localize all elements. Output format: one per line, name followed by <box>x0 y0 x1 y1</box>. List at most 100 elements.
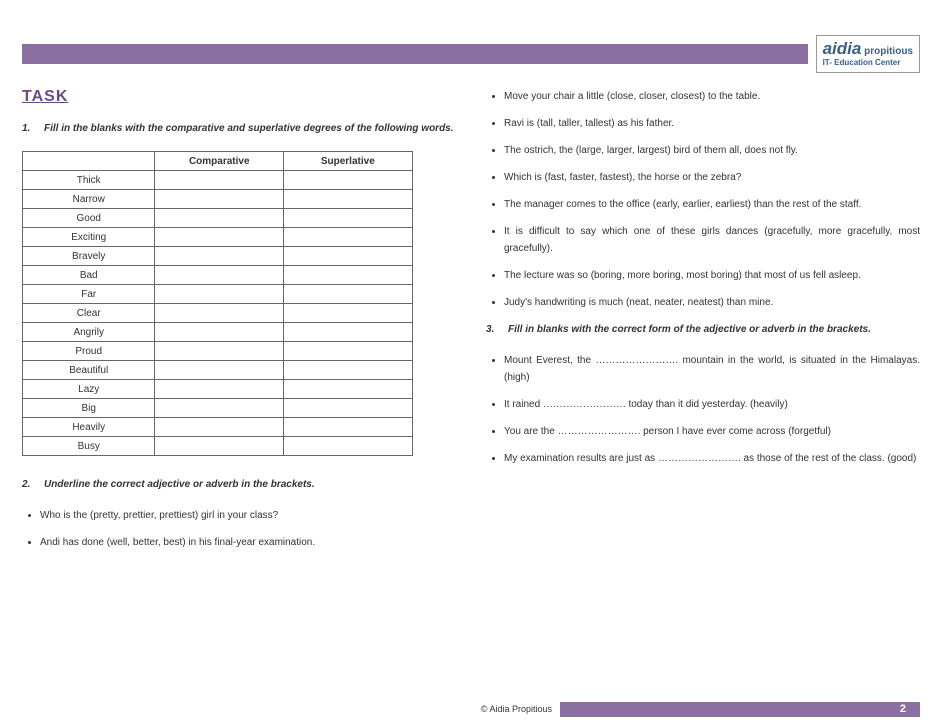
q2-instruction: 2. Underline the correct adjective or ad… <box>22 476 456 493</box>
footer-bar: 2 <box>560 702 920 717</box>
table-row: Beautiful <box>23 361 413 380</box>
q2-num: 2. <box>22 476 44 493</box>
table-row: Narrow <box>23 190 413 209</box>
comparative-cell[interactable] <box>155 342 284 361</box>
word-cell: Big <box>23 399 155 418</box>
q2-list-left: Who is the (pretty, prettier, prettiest)… <box>22 507 456 551</box>
table-row: Thick <box>23 171 413 190</box>
q1-table: Comparative Superlative ThickNarrowGoodE… <box>22 151 413 456</box>
list-item: Which is (fast, faster, fastest), the ho… <box>504 169 920 186</box>
table-row: Lazy <box>23 380 413 399</box>
word-cell: Far <box>23 285 155 304</box>
q3-num: 3. <box>486 321 508 338</box>
list-item: You are the ……………………. person I have ever… <box>504 423 920 440</box>
col-blank <box>23 152 155 171</box>
col-superlative: Superlative <box>284 152 413 171</box>
comparative-cell[interactable] <box>155 437 284 456</box>
word-cell: Thick <box>23 171 155 190</box>
table-row: Heavily <box>23 418 413 437</box>
table-row: Exciting <box>23 228 413 247</box>
superlative-cell[interactable] <box>284 304 413 323</box>
q3-text: Fill in blanks with the correct form of … <box>508 321 920 338</box>
table-row: Bravely <box>23 247 413 266</box>
list-item: The manager comes to the office (early, … <box>504 196 920 213</box>
superlative-cell[interactable] <box>284 342 413 361</box>
left-column: TASK 1. Fill in the blanks with the comp… <box>22 88 456 696</box>
q1-instruction: 1. Fill in the blanks with the comparati… <box>22 120 456 137</box>
q3-instruction: 3. Fill in blanks with the correct form … <box>486 321 920 338</box>
word-cell: Beautiful <box>23 361 155 380</box>
col-comparative: Comparative <box>155 152 284 171</box>
content: TASK 1. Fill in the blanks with the comp… <box>22 88 920 696</box>
superlative-cell[interactable] <box>284 323 413 342</box>
q1-text: Fill in the blanks with the comparative … <box>44 120 456 137</box>
word-cell: Angrily <box>23 323 155 342</box>
superlative-cell[interactable] <box>284 285 413 304</box>
list-item: My examination results are just as ……………… <box>504 450 920 467</box>
comparative-cell[interactable] <box>155 228 284 247</box>
word-cell: Bravely <box>23 247 155 266</box>
table-row: Busy <box>23 437 413 456</box>
word-cell: Good <box>23 209 155 228</box>
logo-brand: aidia <box>823 39 862 58</box>
list-item: Ravi is (tall, taller, tallest) as his f… <box>504 115 920 132</box>
comparative-cell[interactable] <box>155 266 284 285</box>
list-item: Andi has done (well, better, best) in hi… <box>40 534 456 551</box>
table-row: Big <box>23 399 413 418</box>
superlative-cell[interactable] <box>284 437 413 456</box>
superlative-cell[interactable] <box>284 361 413 380</box>
word-cell: Clear <box>23 304 155 323</box>
word-cell: Proud <box>23 342 155 361</box>
list-item: It is difficult to say which one of thes… <box>504 223 920 257</box>
comparative-cell[interactable] <box>155 171 284 190</box>
superlative-cell[interactable] <box>284 418 413 437</box>
logo: aidia propitious IT- Education Center <box>816 35 920 73</box>
list-item: Judy's handwriting is much (neat, neater… <box>504 294 920 311</box>
comparative-cell[interactable] <box>155 399 284 418</box>
comparative-cell[interactable] <box>155 418 284 437</box>
q1-num: 1. <box>22 120 44 137</box>
q3-list: Mount Everest, the ……………………. mountain in… <box>486 352 920 467</box>
word-cell: Busy <box>23 437 155 456</box>
superlative-cell[interactable] <box>284 190 413 209</box>
superlative-cell[interactable] <box>284 228 413 247</box>
task-heading: TASK <box>22 88 456 106</box>
page-number: 2 <box>900 703 906 715</box>
list-item: The lecture was so (boring, more boring,… <box>504 267 920 284</box>
comparative-cell[interactable] <box>155 285 284 304</box>
word-cell: Bad <box>23 266 155 285</box>
comparative-cell[interactable] <box>155 247 284 266</box>
comparative-cell[interactable] <box>155 323 284 342</box>
comparative-cell[interactable] <box>155 190 284 209</box>
table-row: Bad <box>23 266 413 285</box>
table-row: Good <box>23 209 413 228</box>
superlative-cell[interactable] <box>284 247 413 266</box>
superlative-cell[interactable] <box>284 171 413 190</box>
superlative-cell[interactable] <box>284 380 413 399</box>
list-item: The ostrich, the (large, larger, largest… <box>504 142 920 159</box>
word-cell: Lazy <box>23 380 155 399</box>
superlative-cell[interactable] <box>284 209 413 228</box>
superlative-cell[interactable] <box>284 266 413 285</box>
comparative-cell[interactable] <box>155 361 284 380</box>
list-item: Move your chair a little (close, closer,… <box>504 88 920 105</box>
word-cell: Heavily <box>23 418 155 437</box>
list-item: Mount Everest, the ……………………. mountain in… <box>504 352 920 386</box>
footer-copyright: © Aidia Propitious <box>481 704 552 714</box>
right-column: Move your chair a little (close, closer,… <box>486 88 920 696</box>
word-cell: Exciting <box>23 228 155 247</box>
q2-list-right: Move your chair a little (close, closer,… <box>486 88 920 311</box>
comparative-cell[interactable] <box>155 304 284 323</box>
table-row: Proud <box>23 342 413 361</box>
comparative-cell[interactable] <box>155 380 284 399</box>
table-row: Angrily <box>23 323 413 342</box>
comparative-cell[interactable] <box>155 209 284 228</box>
superlative-cell[interactable] <box>284 399 413 418</box>
word-cell: Narrow <box>23 190 155 209</box>
logo-sub2: IT- Education Center <box>823 59 913 68</box>
header: aidia propitious IT- Education Center <box>22 32 920 76</box>
table-row: Far <box>23 285 413 304</box>
table-row: Clear <box>23 304 413 323</box>
list-item: It rained ……………………. today than it did ye… <box>504 396 920 413</box>
header-stripe <box>22 44 808 64</box>
